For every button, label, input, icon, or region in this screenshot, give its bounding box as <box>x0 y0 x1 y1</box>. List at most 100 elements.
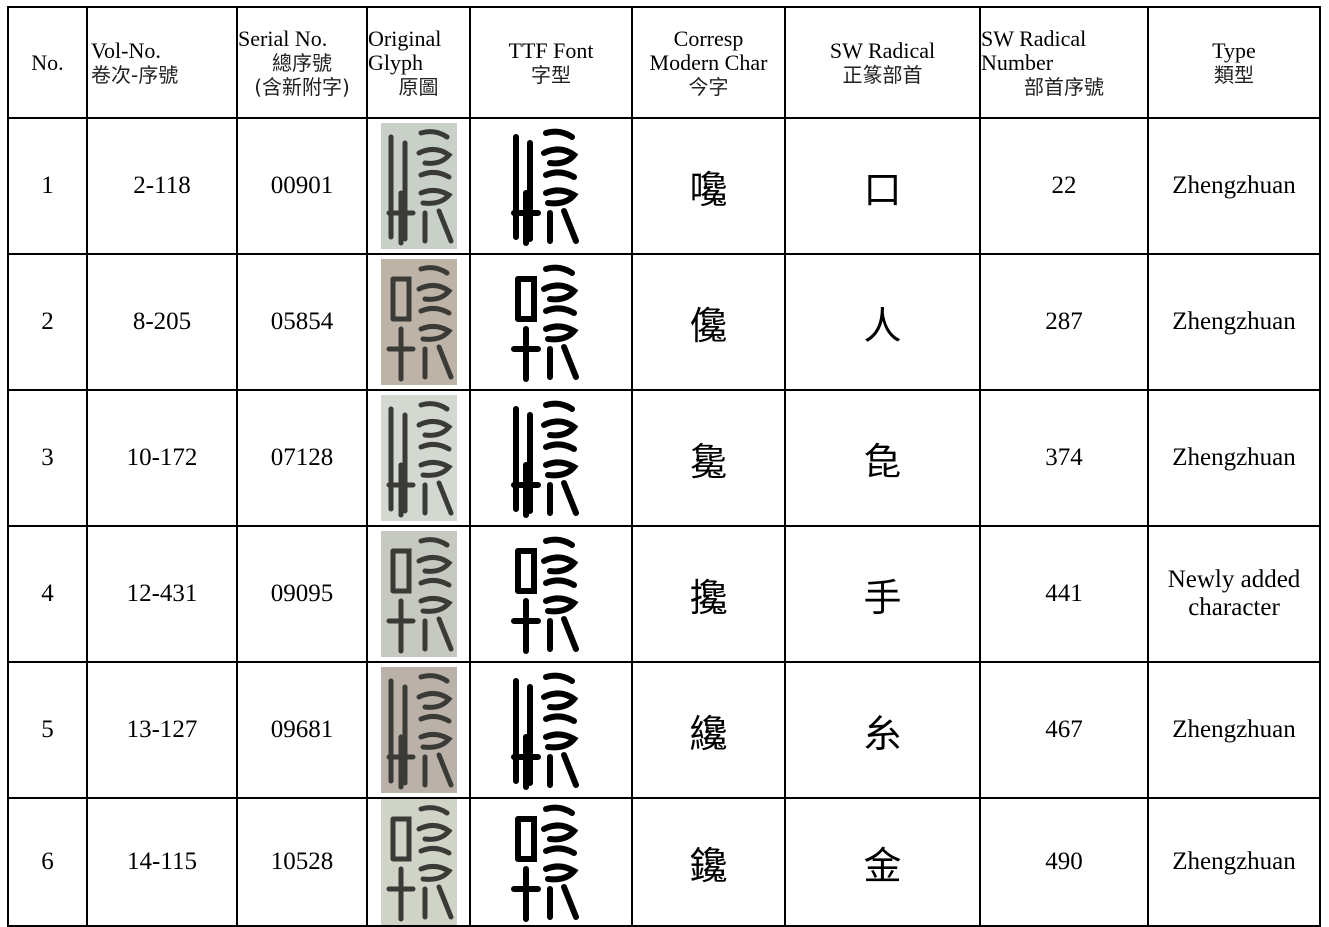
glyph-stroke <box>511 462 541 518</box>
ttf-glyph-cell <box>469 117 633 255</box>
table-cell: 441 <box>979 525 1149 663</box>
original-glyph-cell <box>366 117 471 255</box>
table-cell: 2 <box>7 253 88 391</box>
header-cell: SW Radical Number 部首序號 <box>979 6 1149 119</box>
header-line: 正篆部首 <box>842 62 923 87</box>
header-line: (含新附字) <box>254 74 350 99</box>
header-line: SW Radical <box>829 37 936 63</box>
header-line: 字型 <box>531 62 571 87</box>
table-cell: 287 <box>979 253 1149 391</box>
table-cell: 09681 <box>236 661 368 799</box>
ttf-glyph-image <box>511 672 579 790</box>
glyph-stroke <box>418 595 453 652</box>
header-line: Corresp <box>673 25 744 51</box>
table-cell: Zhengzhuan <box>1147 797 1321 927</box>
table-cell: Newly added character <box>1147 525 1321 663</box>
glyph-stroke <box>388 678 407 786</box>
glyph-stroke <box>390 816 411 862</box>
header-line: Glyph <box>368 49 423 75</box>
table-cell: 6 <box>7 797 88 927</box>
table-cell: 嚵 <box>631 117 786 255</box>
glyph-stroke <box>388 134 407 242</box>
header-line: 總序號 <box>272 50 332 75</box>
header-line: 類型 <box>1214 62 1254 87</box>
header-cell: Corresp Modern Char 今字 <box>631 6 786 119</box>
header-cell: Serial No. 總序號 (含新附字) <box>236 6 368 119</box>
table-cell: Zhengzhuan <box>1147 253 1321 391</box>
glyph-stroke <box>541 128 579 180</box>
glyph-stroke <box>416 673 453 724</box>
header-row: No. Vol-No. 卷次-序號 Serial No. 總序號 (含新附字) Origin… <box>7 6 1321 119</box>
glyph-stroke <box>386 190 415 246</box>
glyph-stroke <box>541 400 579 452</box>
header-cell: No. <box>7 6 88 119</box>
header-line: 今字 <box>688 74 729 99</box>
glyph-stroke <box>416 537 453 588</box>
table-cell: 10-172 <box>86 389 238 527</box>
glyph-stroke <box>513 678 533 786</box>
ttf-glyph-cell <box>469 389 633 527</box>
header-line: SW Radical <box>981 25 1087 51</box>
glyph-stroke <box>418 459 453 516</box>
header-line: Modern Char <box>649 49 768 75</box>
table-row: 5 13-127 09681 纔糸 467 Zhengzhuan <box>7 661 1321 799</box>
glyph-stroke <box>386 598 415 654</box>
table-cell: 00901 <box>236 117 368 255</box>
ttf-glyph-image <box>511 804 579 922</box>
glyph-stroke <box>418 323 453 380</box>
glyph-stroke <box>388 406 407 514</box>
glyph-stroke <box>541 536 579 588</box>
original-glyph-image <box>380 799 457 925</box>
table-cell: 3 <box>7 389 88 527</box>
table-cell: 09095 <box>236 525 368 663</box>
glyph-stroke <box>418 863 453 920</box>
header-cell: Original Glyph 原圖 <box>366 6 471 119</box>
glyph-stroke <box>541 804 579 856</box>
ttf-glyph-cell <box>469 525 633 663</box>
glyph-stroke <box>515 548 537 594</box>
glyph-stroke <box>418 187 453 244</box>
header-cell: TTF Font 字型 <box>469 6 633 119</box>
table-row: 3 10-172 07128 毚㲋 374 Zhengzhuan <box>7 389 1321 527</box>
original-glyph-cell <box>366 661 471 799</box>
glyph-stroke <box>386 734 415 790</box>
table-cell: 07128 <box>236 389 368 527</box>
glyph-table: No. Vol-No. 卷次-序號 Serial No. 總序號 (含新附字) Origin… <box>7 6 1321 927</box>
header-line: TTF Font <box>508 37 594 63</box>
glyph-stroke <box>543 595 579 652</box>
table-cell: 纔 <box>631 661 786 799</box>
glyph-stroke <box>543 323 579 380</box>
glyph-stroke <box>386 462 415 518</box>
glyph-stroke <box>511 326 541 382</box>
glyph-stroke <box>511 866 541 922</box>
table-cell: 攙 <box>631 525 786 663</box>
table-cell: 人 <box>784 253 981 391</box>
header-line: No. <box>31 49 64 75</box>
table-row: 4 12-431 09095 攙手 441 Newly added character <box>7 525 1321 663</box>
table-cell: 467 <box>979 661 1149 799</box>
glyph-stroke <box>386 866 415 922</box>
glyph-stroke <box>543 187 579 244</box>
ttf-glyph-image <box>511 400 579 518</box>
table-cell: 鑱 <box>631 797 786 927</box>
table-cell: Zhengzhuan <box>1147 661 1321 799</box>
table-cell: 05854 <box>236 253 368 391</box>
glyph-stroke <box>416 401 453 452</box>
original-glyph-image <box>380 395 457 521</box>
original-glyph-cell <box>366 525 471 663</box>
original-glyph-cell <box>366 797 471 927</box>
ttf-glyph-image <box>511 536 579 654</box>
table-cell: 2-118 <box>86 117 238 255</box>
table-cell: 10528 <box>236 797 368 927</box>
table-cell: 手 <box>784 525 981 663</box>
table-row: 2 8-205 05854 儳人 287 Zhengzhuan <box>7 253 1321 391</box>
header-line: Type <box>1212 37 1256 63</box>
ttf-glyph-image <box>511 128 579 246</box>
header-line: Serial No. <box>238 25 328 51</box>
table-cell: 毚 <box>631 389 786 527</box>
original-glyph-cell <box>366 389 471 527</box>
glyph-stroke <box>511 598 541 654</box>
table-cell: 4 <box>7 525 88 663</box>
ttf-glyph-image <box>511 264 579 382</box>
